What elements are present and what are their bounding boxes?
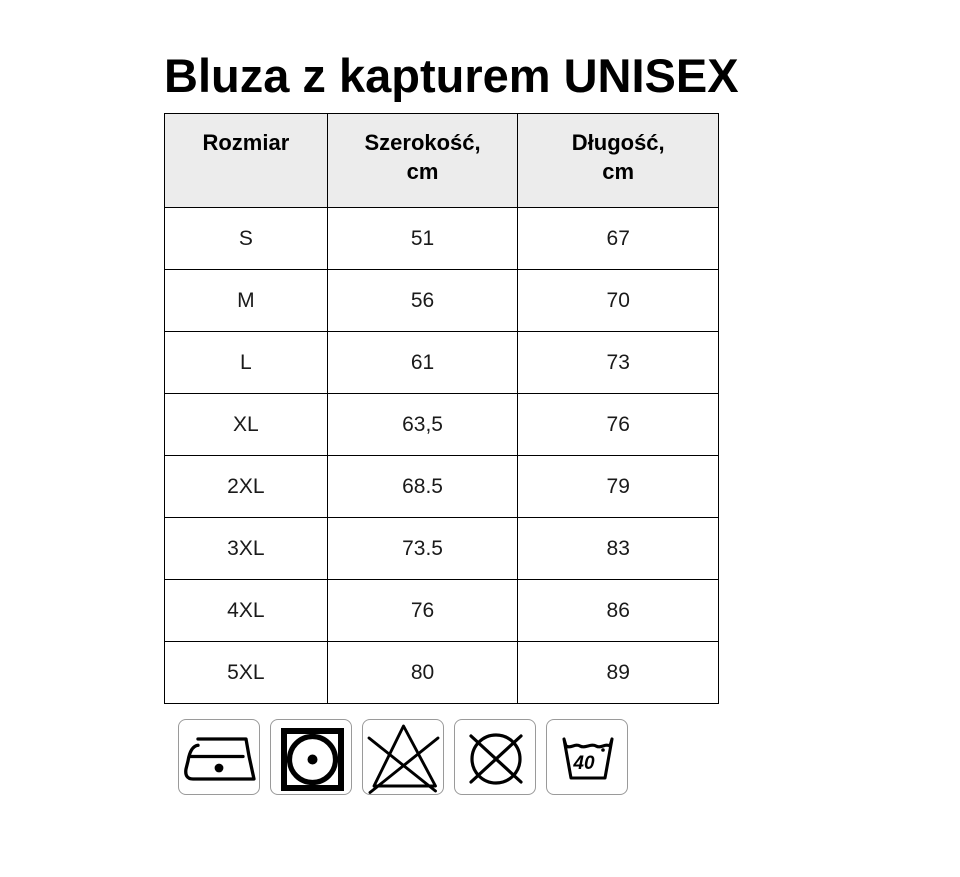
svg-text:40: 40 [572, 753, 595, 774]
